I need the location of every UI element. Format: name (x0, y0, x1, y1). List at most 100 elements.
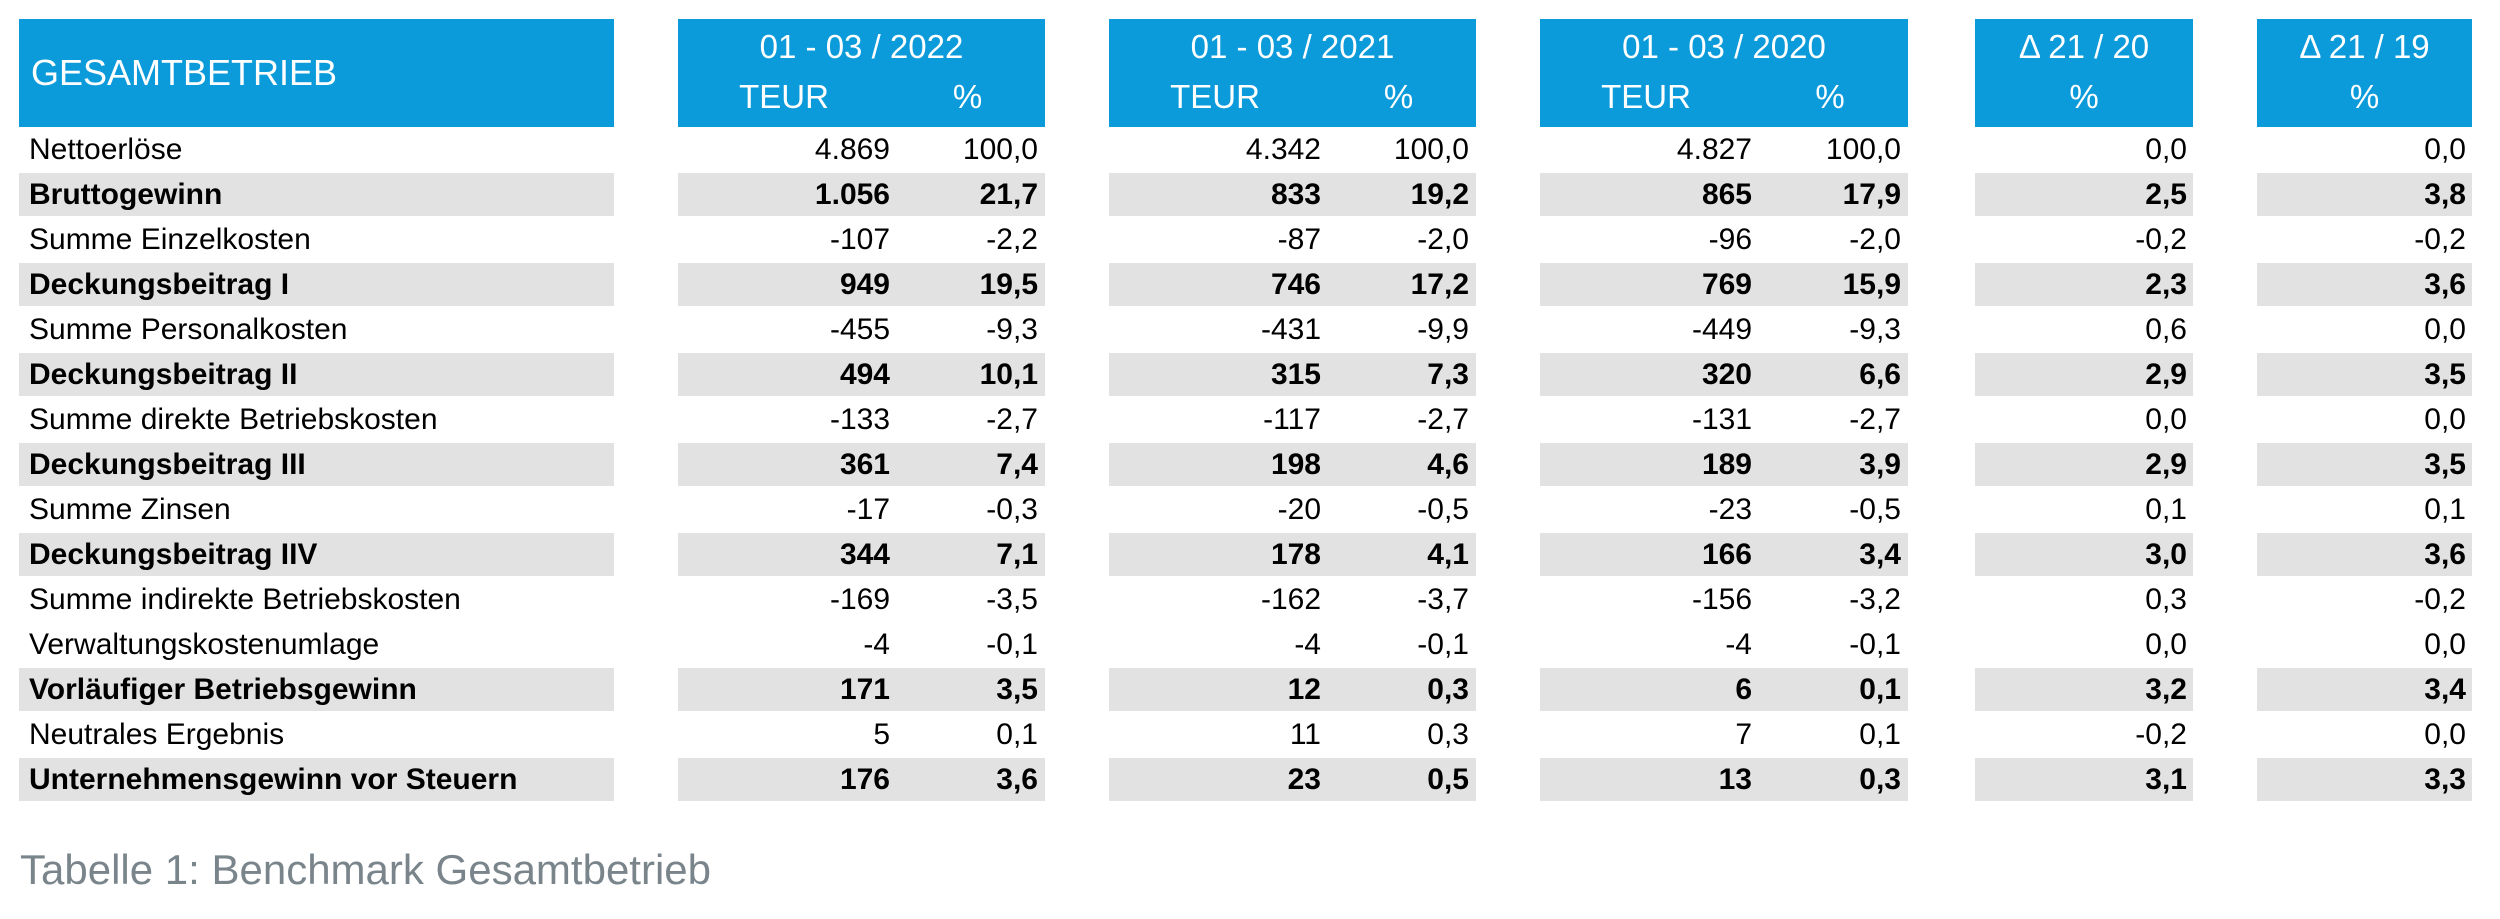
cell-percent: 100,0 (1393, 133, 1469, 166)
period-2020-cells: 166 3,4 (1540, 533, 1908, 576)
period-2022-cells: -4 -0,1 (678, 623, 1045, 666)
cell-teur: 746 (1270, 268, 1321, 301)
cell-teur: -4 (1725, 628, 1752, 661)
cell-delta-21-20: 0,0 (2145, 133, 2187, 166)
cell-percent: 7,1 (996, 538, 1038, 571)
cell-teur: -20 (1277, 493, 1321, 526)
table-row: Summe Zinsen -17 -0,3 -20 -0,5 -23 -0,5 … (19, 487, 2500, 532)
table-row: Summe direkte Betriebskosten -133 -2,7 -… (19, 397, 2500, 442)
cell-teur: -96 (1708, 223, 1752, 256)
period-2022-cells: -455 -9,3 (678, 308, 1045, 351)
cell-delta-21-20: 0,6 (2145, 313, 2187, 346)
cell-teur: 6 (1735, 673, 1752, 706)
cell-percent: 15,9 (1842, 268, 1901, 301)
cell-teur: 833 (1270, 178, 1321, 211)
row-label: Summe direkte Betriebskosten (29, 403, 438, 436)
cell-teur: 23 (1287, 763, 1321, 796)
subheader-percent: % (1815, 78, 1845, 115)
cell-delta-21-20: 2,5 (1975, 173, 2193, 216)
row-label: Nettoerlöse (29, 133, 183, 166)
cell-percent: -2,7 (1417, 403, 1469, 436)
cell-delta-21-19: 0,0 (2424, 313, 2466, 346)
table-row: Nettoerlöse 4.869 100,0 4.342 100,0 4.82… (19, 127, 2500, 172)
period-2021-cells: 11 0,3 (1109, 713, 1476, 756)
cell-teur: -449 (1691, 313, 1752, 346)
cell-teur: -107 (829, 223, 890, 256)
period-2022-cells: 344 7,1 (678, 533, 1045, 576)
subheader-percent: % (2349, 78, 2380, 115)
cell-delta-21-19: -0,2 (2414, 583, 2466, 616)
period-2020-cells: 320 6,6 (1540, 353, 1908, 396)
cell-percent: 0,1 (1859, 673, 1901, 706)
row-label: Verwaltungskostenumlage (29, 628, 380, 661)
cell-delta-21-20: 0,0 (2145, 628, 2187, 661)
cell-teur: 198 (1270, 448, 1321, 481)
period-2020-cells: -4 -0,1 (1540, 623, 1908, 666)
cell-delta-21-20: 3,2 (1975, 668, 2193, 711)
period-label: 01 - 03 / 2021 (1190, 28, 1395, 65)
cell-delta-21-19: 0,0 (2424, 628, 2466, 661)
cell-delta-21-20: -0,2 (2135, 223, 2187, 256)
cell-percent: 19,5 (979, 268, 1038, 301)
cell-percent: 0,5 (1427, 763, 1469, 796)
cell-teur: -169 (829, 583, 890, 616)
cell-delta-21-19: 0,0 (2424, 718, 2466, 751)
period-2021-cells: 23 0,5 (1109, 758, 1476, 801)
cell-teur: -131 (1691, 403, 1752, 436)
cell-delta-21-19: 3,8 (2257, 173, 2472, 216)
period-2021-cells: 833 19,2 (1109, 173, 1476, 216)
cell-percent: -9,3 (1849, 313, 1901, 346)
cell-teur: 4.827 (1676, 133, 1752, 166)
cell-teur: 865 (1701, 178, 1752, 211)
row-label: Bruttogewinn (19, 173, 614, 216)
cell-percent: 21,7 (979, 178, 1038, 211)
table-row: Deckungsbeitrag IIV 344 7,1 178 4,1 166 … (19, 532, 2500, 577)
period-header-2020: 01 - 03 / 2020 TEUR % (1540, 19, 1908, 127)
period-2022-cells: -17 -0,3 (678, 488, 1045, 531)
table-body: Nettoerlöse 4.869 100,0 4.342 100,0 4.82… (0, 127, 2500, 802)
cell-teur: 769 (1701, 268, 1752, 301)
table-row: Summe indirekte Betriebskosten -169 -3,5… (19, 577, 2500, 622)
period-2021-cells: 12 0,3 (1109, 668, 1476, 711)
row-label: Summe Personalkosten (29, 313, 348, 346)
period-header-2021: 01 - 03 / 2021 TEUR % (1109, 19, 1476, 127)
row-label: Neutrales Ergebnis (29, 718, 285, 751)
table-caption: Tabelle 1: Benchmark Gesamtbetrieb (20, 846, 712, 893)
table-row: Deckungsbeitrag II 494 10,1 315 7,3 320 … (19, 352, 2500, 397)
cell-teur: -4 (863, 628, 890, 661)
cell-percent: -0,3 (986, 493, 1038, 526)
delta-header-21-19: Δ 21 / 19 % (2257, 19, 2472, 127)
table-row: Vorläufiger Betriebsgewinn 171 3,5 12 0,… (19, 667, 2500, 712)
cell-delta-21-19: 0,1 (2424, 493, 2466, 526)
cell-teur: 166 (1701, 538, 1752, 571)
cell-percent: -3,5 (986, 583, 1038, 616)
table-row: Unternehmensgewinn vor Steuern 176 3,6 2… (19, 757, 2500, 802)
cell-delta-21-20: 0,1 (2145, 493, 2187, 526)
period-2020-cells: 189 3,9 (1540, 443, 1908, 486)
cell-percent: -0,1 (1849, 628, 1901, 661)
period-2022-cells: -133 -2,7 (678, 398, 1045, 441)
cell-teur: 1.056 (814, 178, 890, 211)
row-label: Summe indirekte Betriebskosten (29, 583, 461, 616)
table-row: Verwaltungskostenumlage -4 -0,1 -4 -0,1 … (19, 622, 2500, 667)
cell-percent: -0,1 (986, 628, 1038, 661)
cell-teur: 189 (1701, 448, 1752, 481)
cell-teur: 13 (1718, 763, 1752, 796)
period-2022-cells: 361 7,4 (678, 443, 1045, 486)
cell-delta-21-20: 2,3 (1975, 263, 2193, 306)
row-label: Deckungsbeitrag II (19, 353, 614, 396)
cell-percent: -2,0 (1849, 223, 1901, 256)
row-label: Summe Einzelkosten (29, 223, 311, 256)
subheader-percent: % (1383, 78, 1414, 115)
cell-teur: 12 (1287, 673, 1321, 706)
period-subheader: TEUR % (1540, 78, 1908, 116)
table-row: Neutrales Ergebnis 5 0,1 11 0,3 7 0,1 -0… (19, 712, 2500, 757)
cell-delta-21-20: 3,1 (1975, 758, 2193, 801)
cell-delta-21-19: 3,6 (2257, 263, 2472, 306)
period-2021-cells: 198 4,6 (1109, 443, 1476, 486)
cell-teur: -117 (1263, 403, 1321, 436)
cell-percent: -0,5 (1849, 493, 1901, 526)
cell-percent: 7,4 (996, 448, 1038, 481)
cell-teur: -455 (829, 313, 890, 346)
